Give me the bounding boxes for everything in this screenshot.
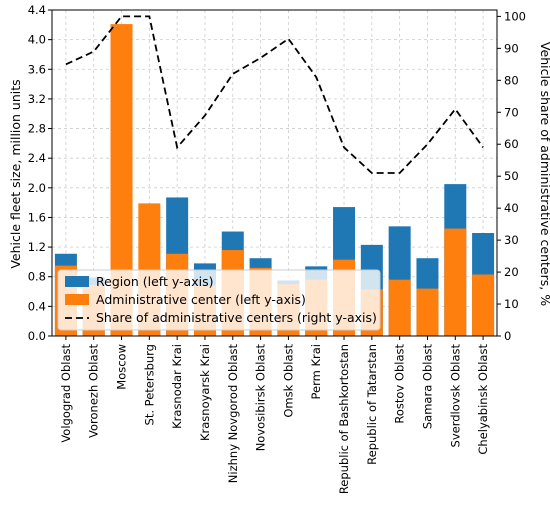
x-tick-label: Krasnodar Krai bbox=[170, 344, 184, 429]
x-tick-label: St. Petersburg bbox=[142, 344, 156, 425]
y-tick-label-left: 0.0 bbox=[28, 329, 46, 343]
y-axis-label-right: Vehicle share of administrative centers,… bbox=[538, 42, 550, 306]
y-axis-label-left: Vehicle fleet size, million units bbox=[8, 79, 23, 268]
x-tick-label: Sverdlovsk Oblast bbox=[448, 344, 462, 448]
x-tick-label: Volgograd Oblast bbox=[59, 344, 73, 443]
y-tick-label-left: 4.4 bbox=[28, 3, 46, 17]
y-tick-label-left: 2.8 bbox=[28, 122, 46, 136]
y-tick-label-right: 100 bbox=[504, 9, 526, 23]
legend-swatch-region bbox=[65, 276, 89, 287]
y-tick-label-right: 90 bbox=[504, 41, 519, 55]
y-tick-label-left: 2.0 bbox=[28, 181, 46, 195]
y-tick-label-right: 20 bbox=[504, 265, 519, 279]
x-tick-label: Omsk Oblast bbox=[281, 344, 295, 418]
y-tick-label-left: 0.4 bbox=[28, 299, 46, 313]
x-tick-label: Chelyabinsk Oblast bbox=[476, 344, 490, 455]
admin-center-bar bbox=[472, 275, 494, 336]
y-tick-label-left: 1.2 bbox=[28, 240, 46, 254]
y-tick-label-right: 80 bbox=[504, 73, 519, 87]
y-tick-label-left: 3.6 bbox=[28, 62, 46, 76]
y-tick-label-right: 50 bbox=[504, 169, 519, 183]
y-tick-label-left: 3.2 bbox=[28, 92, 46, 106]
legend-label: Region (left y-axis) bbox=[96, 274, 213, 289]
x-tick-label: Krasnoyarsk Krai bbox=[198, 344, 212, 441]
legend-swatch-admin-center bbox=[65, 294, 89, 305]
x-tick-label: Voronezh Oblast bbox=[87, 344, 101, 438]
x-tick-label: Perm Krai bbox=[309, 344, 323, 400]
admin-center-bar bbox=[416, 289, 438, 336]
y-tick-label-right: 70 bbox=[504, 105, 519, 119]
y-tick-label-left: 1.6 bbox=[28, 210, 46, 224]
y-tick-label-left: 2.4 bbox=[28, 151, 46, 165]
y-tick-label-right: 30 bbox=[504, 233, 519, 247]
x-tick-label: Novosibirsk Oblast bbox=[254, 344, 268, 452]
y-tick-label-right: 0 bbox=[504, 329, 511, 343]
legend: Region (left y-axis) Administrative cente… bbox=[58, 270, 380, 330]
x-tick-label: Nizhny Novgorod Oblast bbox=[226, 344, 240, 484]
y-tick-label-left: 0.8 bbox=[28, 270, 46, 284]
x-tick-label: Moscow bbox=[115, 344, 129, 390]
legend-label: Administrative center (left y-axis) bbox=[96, 292, 306, 307]
x-tick-label: Republic of Bashkortostan bbox=[337, 344, 351, 494]
x-tick-label: Rostov Oblast bbox=[393, 344, 407, 424]
admin-center-bar bbox=[389, 280, 411, 336]
y-tick-label-left: 4.0 bbox=[28, 33, 46, 47]
y-tick-label-right: 10 bbox=[504, 297, 519, 311]
legend-label: Share of administrative centers (right y… bbox=[96, 310, 377, 325]
y-tick-label-right: 60 bbox=[504, 137, 519, 151]
x-tick-label: Republic of Tatarstan bbox=[365, 344, 379, 465]
y-tick-label-right: 40 bbox=[504, 201, 519, 215]
admin-center-bar bbox=[444, 229, 466, 336]
x-tick-label: Samara Oblast bbox=[420, 344, 434, 430]
